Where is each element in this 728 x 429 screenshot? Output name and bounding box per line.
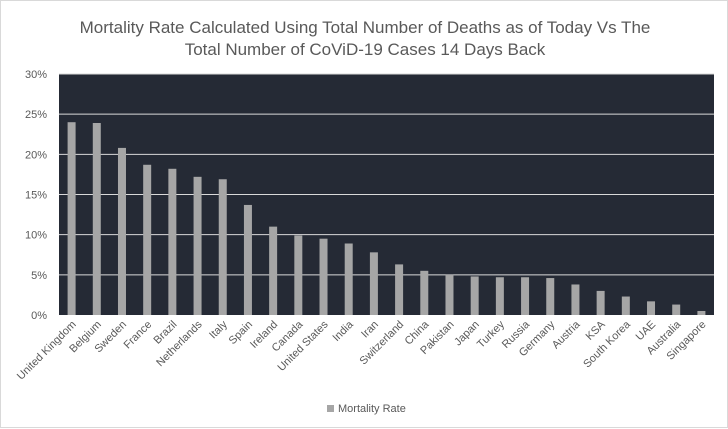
bar-sweden bbox=[117, 147, 126, 315]
bar-india bbox=[344, 243, 353, 315]
y-tick-label: 0% bbox=[31, 310, 47, 322]
bar-australia bbox=[672, 304, 681, 315]
y-tick-label: 15% bbox=[25, 190, 47, 202]
chart-title-line-2: Total Number of CoViD-19 Cases 14 Days B… bbox=[185, 40, 546, 59]
bar-france bbox=[143, 164, 152, 315]
x-axis-ticks: United KingdomBelgiumSwedenFranceBrazilN… bbox=[15, 318, 709, 382]
bar-germany bbox=[546, 278, 555, 315]
y-tick-label: 5% bbox=[31, 270, 47, 282]
y-tick-label: 20% bbox=[25, 149, 47, 161]
bar-ireland bbox=[269, 226, 278, 315]
x-tick-label: India bbox=[330, 318, 356, 344]
bar-uae bbox=[647, 301, 656, 315]
gridlines bbox=[59, 73, 714, 276]
legend-swatch bbox=[327, 405, 334, 412]
bar-canada bbox=[294, 235, 303, 315]
y-axis-ticks: 0% 5% 10% 15% 20% 25% 30% bbox=[25, 69, 47, 322]
bar-netherlands bbox=[193, 176, 202, 315]
x-tick-label: South Korea bbox=[581, 318, 633, 370]
bar-japan bbox=[470, 276, 479, 315]
bar-south-korea bbox=[621, 296, 630, 315]
bar-brazil bbox=[168, 168, 177, 315]
y-tick-label: 30% bbox=[25, 69, 47, 81]
bar-italy bbox=[218, 179, 227, 315]
bar-turkey bbox=[495, 277, 504, 315]
legend: Mortality Rate bbox=[327, 403, 406, 415]
bar-united-states bbox=[319, 238, 328, 315]
legend-label: Mortality Rate bbox=[338, 403, 406, 415]
y-tick-label: 25% bbox=[25, 109, 47, 121]
bar-russia bbox=[521, 277, 530, 315]
bar-singapore bbox=[697, 310, 706, 315]
bar-united-kingdom bbox=[67, 122, 76, 315]
bars bbox=[67, 122, 706, 316]
x-tick-label: France bbox=[122, 319, 155, 352]
bar-austria bbox=[571, 284, 580, 315]
bar-spain bbox=[243, 204, 252, 315]
bar-china bbox=[420, 270, 429, 315]
x-tick-label: United Kingdom bbox=[15, 319, 79, 383]
x-tick-label: Austria bbox=[550, 318, 583, 351]
bar-ksa bbox=[596, 290, 605, 315]
chart-title-line-1: Mortality Rate Calculated Using Total Nu… bbox=[80, 18, 651, 37]
y-tick-label: 10% bbox=[25, 230, 47, 242]
bar-switzerland bbox=[395, 264, 404, 315]
bar-iran bbox=[369, 252, 378, 315]
bar-pakistan bbox=[445, 274, 454, 315]
bar-belgium bbox=[92, 123, 101, 316]
